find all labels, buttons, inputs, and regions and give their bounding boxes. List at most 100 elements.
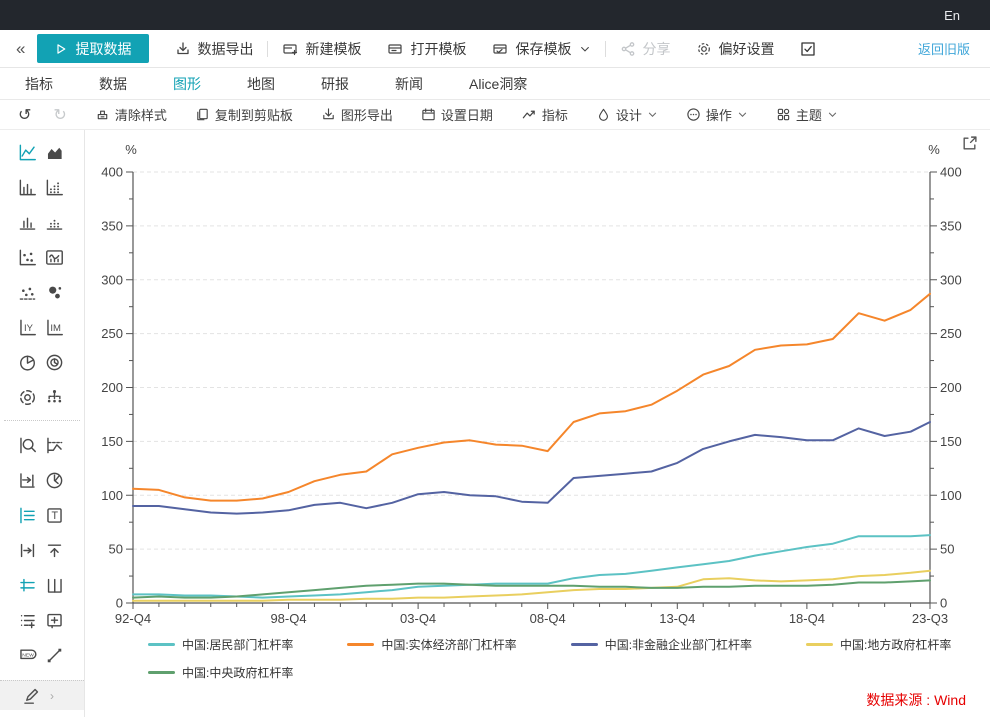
save-template-button[interactable]: 保存模板: [492, 39, 591, 59]
operate-button[interactable]: 操作: [686, 105, 748, 124]
stamp-icon: [97, 110, 108, 120]
back-to-old-link[interactable]: 返回旧版: [917, 42, 970, 57]
dotted-bars-icon[interactable]: [43, 212, 65, 233]
trend-line-icon[interactable]: [43, 645, 65, 666]
chevron-right-icon[interactable]: ›: [50, 688, 54, 703]
svg-text:%: %: [928, 142, 940, 157]
extract-data-button[interactable]: 提取数据: [37, 34, 150, 63]
range-select-icon[interactable]: [16, 540, 38, 561]
expand-chart-button[interactable]: [961, 135, 978, 157]
svg-text:200: 200: [101, 380, 123, 395]
design-button[interactable]: 设计: [596, 105, 658, 124]
tab-3[interactable]: 地图: [247, 75, 275, 92]
data-export-button[interactable]: 数据导出: [175, 39, 253, 59]
open-template-icon: [388, 43, 403, 54]
svg-text:98-Q4: 98-Q4: [270, 611, 306, 626]
zoom-search-icon[interactable]: [16, 435, 38, 456]
collapse-icon[interactable]: «: [16, 38, 26, 58]
clear-style-button[interactable]: 清除样式: [95, 105, 167, 124]
text-label-icon[interactable]: T: [43, 505, 65, 526]
list-add-icon[interactable]: [16, 610, 38, 631]
open-template-button[interactable]: 打开模板: [387, 39, 466, 59]
legend-label: 中国:实体经济部门杠杆率: [381, 638, 517, 652]
legend-label: 中国:非金融企业部门杠杆率: [604, 638, 753, 652]
svg-text:100: 100: [101, 488, 123, 503]
tab-0[interactable]: 指标: [25, 75, 53, 92]
svg-text:100: 100: [940, 488, 962, 503]
indicator-button[interactable]: 指标: [521, 105, 568, 124]
legend-label: 中国:地方政府杠杆率: [840, 638, 952, 652]
time-pie-icon[interactable]: [43, 470, 65, 491]
svg-text:300: 300: [101, 272, 123, 287]
share-button[interactable]: 分享: [620, 39, 670, 59]
download-icon: [323, 108, 334, 120]
redo-button[interactable]: ↻: [53, 106, 67, 124]
legend-item-2[interactable]: 中国:非金融企业部门杠杆率: [570, 636, 753, 653]
share-label: 分享: [642, 40, 671, 57]
legend-item-0[interactable]: 中国:居民部门杠杆率: [148, 636, 293, 653]
svg-text:150: 150: [940, 434, 962, 449]
svg-text:200: 200: [940, 380, 962, 395]
bubble-chart-icon[interactable]: [43, 282, 65, 303]
chevron-down-icon[interactable]: [579, 43, 591, 55]
share-icon: [622, 41, 635, 56]
svg-text:03-Q4: 03-Q4: [400, 611, 436, 626]
align-lines-icon[interactable]: [16, 575, 38, 596]
gear-icon: [698, 42, 711, 55]
data-list-icon[interactable]: [16, 505, 38, 526]
preferences-button[interactable]: 偏好设置: [696, 39, 774, 59]
export-data-icon[interactable]: [16, 470, 38, 491]
chart-export-button[interactable]: 图形导出: [321, 105, 393, 124]
tab-5[interactable]: 新闻: [395, 75, 423, 92]
copy-to-clipboard-button[interactable]: 复制到剪贴板: [195, 105, 293, 124]
theme-button[interactable]: 主题: [776, 105, 838, 124]
language-switch[interactable]: En: [944, 7, 960, 23]
sidebar-footer: ›: [0, 680, 84, 710]
set-date-button[interactable]: 设置日期: [421, 105, 493, 124]
leverage-ratio-chart: 0 0 50 50 100 100 150 150 200 200 250 250 300 300 350 3…: [101, 142, 962, 626]
scatter-icon[interactable]: [16, 282, 38, 303]
radar-chart-icon[interactable]: [43, 352, 65, 373]
upload-top-icon[interactable]: [43, 540, 65, 561]
legend-item-4[interactable]: 中国:中央政府杠杆率: [148, 664, 293, 681]
bar-chart-icon[interactable]: [16, 212, 38, 233]
edit-pencil-icon[interactable]: [20, 685, 42, 706]
scatter-axis-icon[interactable]: [16, 247, 38, 268]
legend-swatch: [570, 643, 598, 646]
legend-item-1[interactable]: 中国:实体经济部门杠杆率: [347, 636, 517, 653]
svg-text:250: 250: [940, 326, 962, 341]
chevron-down-icon: [648, 112, 657, 117]
column-lines-icon[interactable]: [43, 575, 65, 596]
line-chart-icon[interactable]: [16, 142, 38, 163]
new-template-button[interactable]: 新建模板: [282, 39, 361, 59]
doughnut-chart-icon[interactable]: [16, 387, 38, 408]
sidebar-divider: [4, 420, 80, 421]
chart-toolbar: ↺ ↻ 清除样式 复制到剪贴板 图形导出 设置日期 指标 设计: [0, 100, 990, 130]
new-feature-icon[interactable]: NEW: [16, 645, 38, 666]
forecast-chart-icon[interactable]: [43, 435, 65, 456]
main-toolbar: « 提取数据 数据导出 新建模板 打开模板 保存模板 分享: [0, 30, 990, 68]
theme-label: 主题: [795, 108, 822, 123]
topbar: En: [0, 0, 990, 30]
pie-chart-icon[interactable]: [16, 352, 38, 373]
multiwindow-toggle[interactable]: [800, 41, 816, 57]
area-chart-icon[interactable]: [43, 142, 65, 163]
combo-month-chart-icon[interactable]: IM: [43, 317, 65, 338]
tree-diagram-icon[interactable]: [43, 387, 65, 408]
candlestick-chart-icon[interactable]: [43, 247, 65, 268]
tab-6[interactable]: Alice洞察: [469, 75, 528, 92]
svg-text:0: 0: [116, 596, 123, 611]
bar-chart-axis-icon[interactable]: [16, 177, 38, 198]
svg-text:18-Q4: 18-Q4: [789, 611, 825, 626]
box-add-icon[interactable]: [43, 610, 65, 631]
combo-year-chart-icon[interactable]: IY: [16, 317, 38, 338]
tab-1[interactable]: 数据: [99, 75, 127, 92]
undo-button[interactable]: ↺: [18, 106, 32, 124]
legend-item-3[interactable]: 中国:地方政府杠杆率: [806, 636, 951, 653]
tab-4[interactable]: 研报: [321, 75, 349, 92]
dotted-bar-chart-icon[interactable]: [43, 177, 65, 198]
tab-active-2[interactable]: 图形: [173, 75, 201, 92]
svg-text:13-Q4: 13-Q4: [659, 611, 695, 626]
new-template-icon: [283, 43, 298, 55]
